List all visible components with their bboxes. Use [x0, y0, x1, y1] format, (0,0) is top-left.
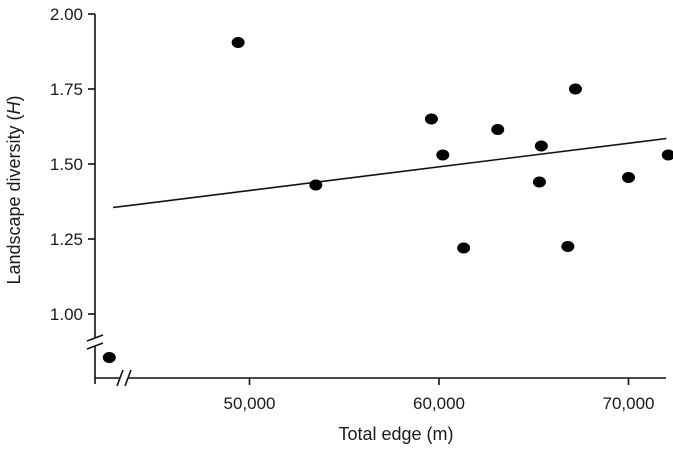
y-tick-label-0: 1.00 — [50, 305, 83, 324]
x-tick-label-1: 60,000 — [413, 394, 465, 413]
y-tick-label-2: 1.50 — [50, 155, 83, 174]
data-point-2 — [309, 179, 323, 191]
y-axis-title-end: ) — [4, 95, 24, 101]
points — [102, 37, 673, 363]
trend-line-group — [112, 137, 667, 209]
y-tick-label-1: 1.25 — [50, 230, 83, 249]
regression-line — [112, 137, 667, 209]
data-point-0 — [102, 352, 116, 363]
data-point-1 — [231, 37, 245, 48]
data-point-7 — [534, 140, 548, 152]
y-axis-title-symbol: H — [4, 100, 24, 114]
y-tick-label-4: 2.00 — [50, 5, 83, 24]
x-axis-title: Total edge (m) — [338, 424, 453, 444]
y-axis-break-mark-2 — [86, 342, 104, 350]
y-axis-title: Landscape diversity (H) — [4, 95, 24, 284]
data-point-12 — [661, 149, 673, 161]
data-point-5 — [457, 242, 471, 254]
data-point-3 — [424, 113, 438, 125]
x-axis-break-mark-1 — [116, 369, 124, 387]
y-tick-label-3: 1.75 — [50, 80, 83, 99]
x-axis-break-mark-2 — [124, 369, 132, 387]
data-point-9 — [561, 241, 575, 252]
y-axis-title-main: Landscape diversity ( — [4, 114, 24, 284]
x-tick-label-2: 70,000 — [603, 394, 655, 413]
x-tick-label-0: 50,000 — [224, 394, 276, 413]
y-axis-break-mark-1 — [86, 334, 104, 342]
data-point-8 — [532, 176, 546, 188]
ticks: 1.00 1.25 1.50 1.75 2.00 50,000 60,000 70,000 — [50, 5, 655, 413]
data-point-4 — [436, 149, 450, 161]
data-point-11 — [622, 172, 635, 183]
data-point-10 — [568, 83, 582, 95]
data-point-6 — [491, 124, 505, 135]
axes — [86, 14, 666, 387]
